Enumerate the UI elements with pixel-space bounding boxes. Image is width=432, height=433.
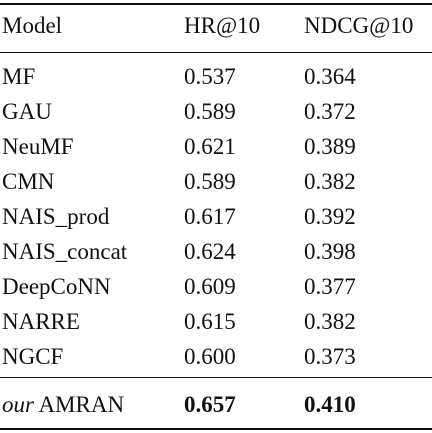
table-row: NGCF 0.600 0.373 — [0, 341, 432, 373]
hr10-value: 0.589 — [184, 99, 236, 124]
ndcg10-value: 0.377 — [304, 274, 356, 299]
ndcg10-value: 0.372 — [304, 99, 356, 124]
table-top-rule — [0, 3, 432, 5]
table-row: NAIS_prod 0.617 0.392 — [0, 201, 432, 233]
table-row-final: our AMRAN 0.657 0.410 — [0, 389, 432, 421]
ndcg10-value: 0.389 — [304, 134, 356, 159]
table-bottom-rule — [0, 428, 432, 430]
table-row: NARRE 0.615 0.382 — [0, 306, 432, 338]
table-row: NeuMF 0.621 0.389 — [0, 131, 432, 163]
ndcg10-value: 0.382 — [304, 309, 356, 334]
model-name: GAU — [2, 99, 52, 124]
model-name: NAIS_concat — [2, 239, 128, 264]
hr10-value: 0.617 — [184, 204, 236, 229]
header-hr10: HR@10 — [184, 13, 261, 38]
table-header-rule — [0, 52, 432, 53]
ndcg10-value: 0.382 — [304, 169, 356, 194]
model-name: CMN — [2, 169, 55, 194]
hr10-value: 0.600 — [184, 344, 236, 369]
final-ndcg10-value: 0.410 — [304, 392, 356, 417]
hr10-value: 0.615 — [184, 309, 236, 334]
hr10-value: 0.589 — [184, 169, 236, 194]
model-name: NAIS_prod — [2, 204, 110, 229]
table-row: GAU 0.589 0.372 — [0, 96, 432, 128]
header-model: Model — [2, 13, 63, 38]
hr10-value: 0.537 — [184, 64, 236, 89]
ndcg10-value: 0.364 — [304, 64, 356, 89]
model-name: NARRE — [2, 309, 80, 334]
table-row: MF 0.537 0.364 — [0, 61, 432, 93]
header-ndcg10: NDCG@10 — [304, 13, 414, 38]
final-model-prefix: our — [2, 392, 34, 417]
table-mid-rule — [0, 377, 432, 378]
hr10-value: 0.624 — [184, 239, 236, 264]
model-name: NeuMF — [2, 134, 74, 159]
table-row: CMN 0.589 0.382 — [0, 166, 432, 198]
hr10-value: 0.621 — [184, 134, 236, 159]
ndcg10-value: 0.398 — [304, 239, 356, 264]
table-row: NAIS_concat 0.624 0.398 — [0, 236, 432, 268]
final-hr10-value: 0.657 — [184, 392, 236, 417]
model-name: NGCF — [2, 344, 64, 369]
model-name: MF — [2, 64, 36, 89]
final-model-name: AMRAN — [38, 392, 125, 417]
model-name: DeepCoNN — [2, 274, 111, 299]
ndcg10-value: 0.373 — [304, 344, 356, 369]
ndcg10-value: 0.392 — [304, 204, 356, 229]
hr10-value: 0.609 — [184, 274, 236, 299]
final-model-cell: our AMRAN — [2, 389, 124, 421]
table-row: DeepCoNN 0.609 0.377 — [0, 271, 432, 303]
table-header-row: Model HR@10 NDCG@10 — [0, 10, 432, 42]
